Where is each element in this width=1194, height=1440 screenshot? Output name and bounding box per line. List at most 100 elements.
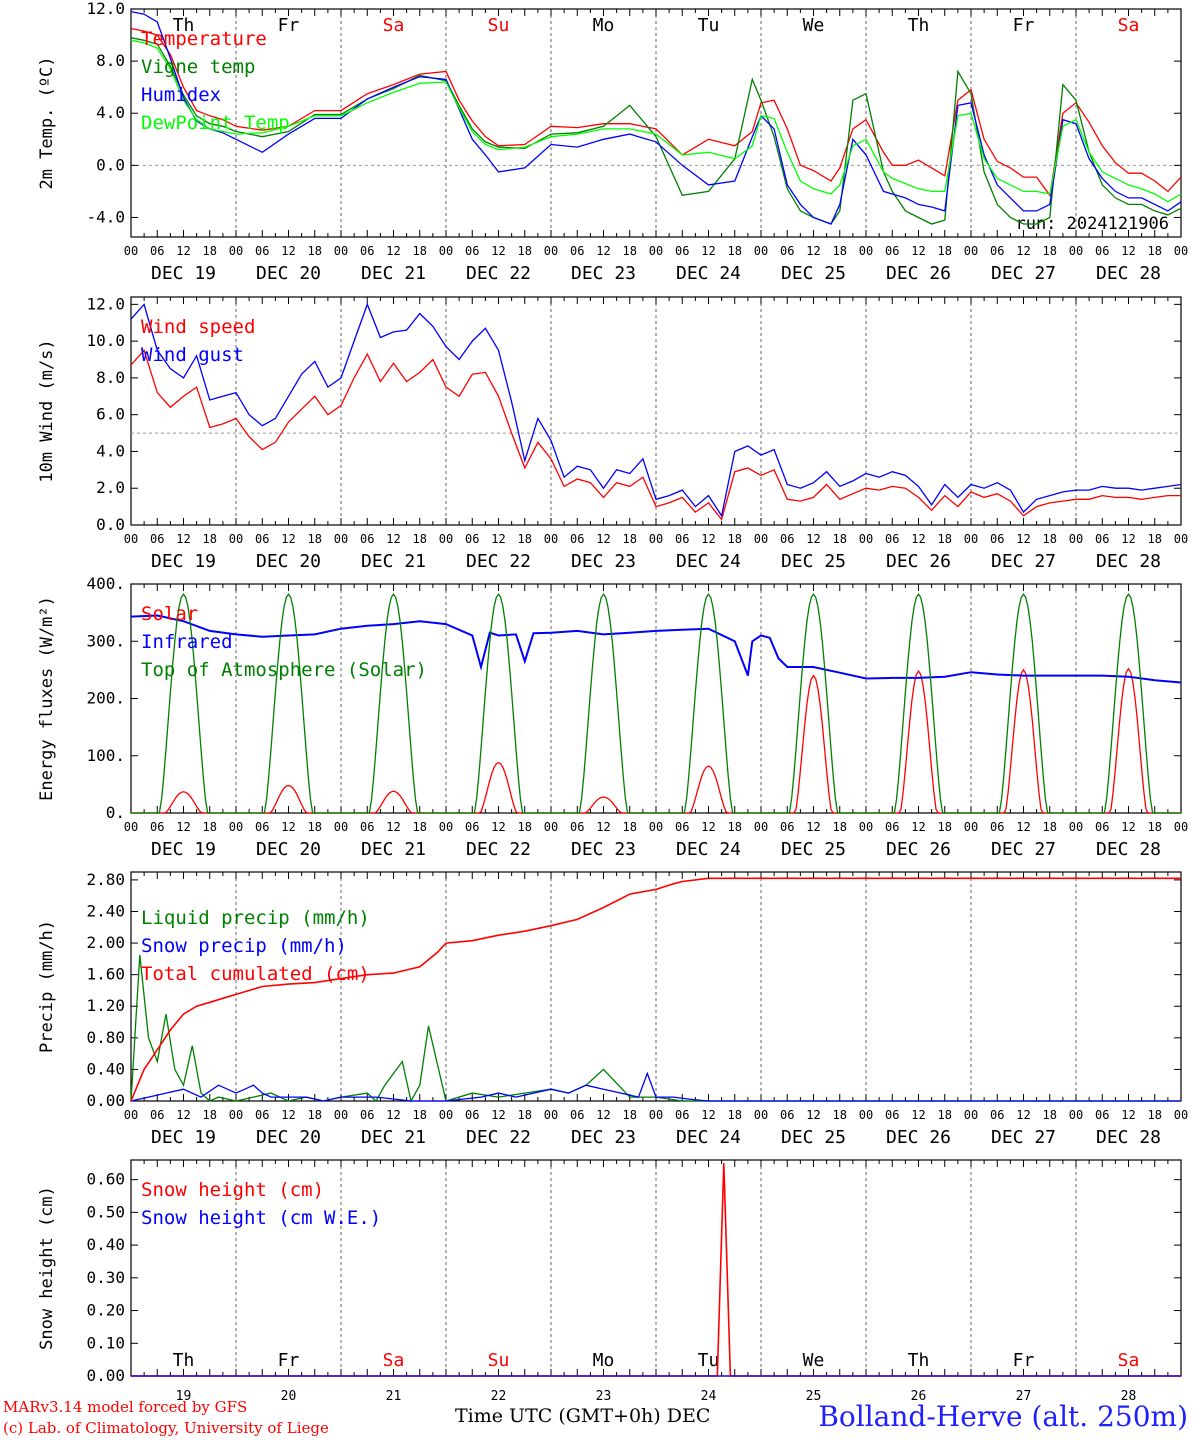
hour-tick-label: 00 xyxy=(649,532,663,546)
date-label: DEC 27 xyxy=(991,839,1056,860)
weekday-label: Fr xyxy=(1013,15,1035,36)
y-axis-label: Snow height (cm) xyxy=(37,1186,57,1350)
chart-panel-5: 0.60 0.50 0.40 0.30 0.20 0.10 0.00 Snow height … xyxy=(37,1159,1182,1404)
day-number-label: 24 xyxy=(701,1389,717,1404)
y-tick-label: 100. xyxy=(86,746,125,765)
weekday-label: Th xyxy=(173,15,195,36)
series-line-top-of-atmosphere-solar- xyxy=(131,593,1181,814)
hour-tick-label: 06 xyxy=(150,532,164,546)
hour-tick-label: 06 xyxy=(1095,244,1109,258)
y-axis-label: 2m Temp. (ºC) xyxy=(37,56,57,189)
date-label: DEC 19 xyxy=(151,839,216,860)
date-label: DEC 19 xyxy=(151,263,216,284)
hour-tick-label: 00 xyxy=(1069,532,1083,546)
hour-tick-label: 18 xyxy=(833,244,847,258)
y-tick-label: 2.00 xyxy=(86,933,125,952)
model-credit: MARv3.14 model forced by GFS xyxy=(3,1398,248,1416)
y-tick-label: 8.0 xyxy=(96,51,125,70)
hour-tick-label: 18 xyxy=(518,244,532,258)
hour-tick-label: 00 xyxy=(754,532,768,546)
y-tick-label: 12.0 xyxy=(86,0,125,18)
y-axis-label: 10m Wind (m/s) xyxy=(37,339,57,482)
hour-tick-label: 12 xyxy=(1016,820,1030,834)
legend-entry: Snow precip (mm/h) xyxy=(141,935,347,957)
date-label: DEC 21 xyxy=(361,839,426,860)
hour-tick-label: 06 xyxy=(990,532,1004,546)
hour-tick-label: 06 xyxy=(780,1108,794,1122)
hour-tick-label: 06 xyxy=(570,244,584,258)
date-label: DEC 27 xyxy=(991,551,1056,572)
hour-tick-label: 00 xyxy=(229,532,243,546)
date-label: DEC 19 xyxy=(151,1127,216,1148)
hour-tick-label: 12 xyxy=(596,1108,610,1122)
hour-tick-label: 18 xyxy=(413,244,427,258)
weekday-label: Th xyxy=(908,15,930,36)
hour-tick-label: 06 xyxy=(675,244,689,258)
hour-tick-label: 18 xyxy=(728,1108,742,1122)
hour-tick-label: 18 xyxy=(308,820,322,834)
hour-tick-label: 06 xyxy=(360,1108,374,1122)
hour-tick-label: 00 xyxy=(1174,820,1188,834)
hour-tick-label: 06 xyxy=(780,532,794,546)
hour-tick-label: 00 xyxy=(964,244,978,258)
hour-tick-label: 18 xyxy=(938,1108,952,1122)
legend-entry: Liquid precip (mm/h) xyxy=(141,907,370,929)
legend-entry: Total cumulated (cm) xyxy=(141,963,370,985)
hour-tick-label: 06 xyxy=(885,244,899,258)
run-annotation: run: 2024121906 xyxy=(1015,214,1169,234)
weekday-label: Sa xyxy=(1118,15,1140,36)
hour-tick-label: 00 xyxy=(124,820,138,834)
weekday-label: Mo xyxy=(593,15,615,36)
hour-tick-label: 00 xyxy=(859,244,873,258)
hour-tick-label: 12 xyxy=(281,532,295,546)
date-label: DEC 20 xyxy=(256,263,321,284)
y-tick-label: 0.40 xyxy=(86,1235,125,1254)
date-label: DEC 20 xyxy=(256,551,321,572)
weekday-label: Tu xyxy=(698,15,720,36)
y-tick-label: 8.0 xyxy=(96,368,125,387)
y-tick-label: 4.0 xyxy=(96,103,125,122)
date-label: DEC 20 xyxy=(256,1127,321,1148)
hour-tick-label: 00 xyxy=(964,532,978,546)
hour-tick-label: 18 xyxy=(1043,1108,1057,1122)
hour-tick-label: 18 xyxy=(728,244,742,258)
legend-entry: Snow height (cm) xyxy=(141,1179,324,1201)
weekday-label: Su xyxy=(488,15,510,36)
y-tick-label: 300. xyxy=(86,631,125,650)
hour-tick-label: 12 xyxy=(176,1108,190,1122)
date-label: DEC 22 xyxy=(466,839,531,860)
day-number-label: 23 xyxy=(596,1389,612,1404)
date-label: DEC 26 xyxy=(886,839,951,860)
hour-tick-label: 12 xyxy=(491,532,505,546)
legend-entry: Vigne temp xyxy=(141,56,255,78)
date-label: DEC 21 xyxy=(361,263,426,284)
hour-tick-label: 06 xyxy=(570,532,584,546)
hour-tick-label: 00 xyxy=(439,820,453,834)
weekday-label: Th xyxy=(173,1350,195,1371)
hour-tick-label: 18 xyxy=(623,1108,637,1122)
legend-entry: Temperature xyxy=(141,28,267,50)
y-tick-label: 400. xyxy=(86,574,125,593)
hour-tick-label: 06 xyxy=(465,532,479,546)
hour-tick-label: 12 xyxy=(701,820,715,834)
hour-tick-label: 00 xyxy=(124,532,138,546)
legend-entry: Top of Atmosphere (Solar) xyxy=(141,659,427,681)
hour-tick-label: 06 xyxy=(675,820,689,834)
y-tick-label: 0.40 xyxy=(86,1059,125,1078)
date-label: DEC 23 xyxy=(571,551,636,572)
weekday-label: Fr xyxy=(278,15,300,36)
hour-tick-label: 06 xyxy=(360,532,374,546)
hour-tick-label: 18 xyxy=(623,244,637,258)
series-line-snow-precip-mm-h- xyxy=(130,1071,1181,1102)
hour-tick-label: 00 xyxy=(859,1108,873,1122)
day-number-label: 19 xyxy=(176,1389,192,1404)
day-number-label: 27 xyxy=(1016,1389,1032,1404)
date-label: DEC 24 xyxy=(676,839,741,860)
hour-tick-label: 12 xyxy=(1121,1108,1135,1122)
y-tick-label: 2.80 xyxy=(86,870,125,889)
y-tick-label: 0.00 xyxy=(86,1366,125,1385)
hour-tick-label: 00 xyxy=(1069,1108,1083,1122)
hour-tick-label: 18 xyxy=(518,532,532,546)
hour-tick-label: 12 xyxy=(596,820,610,834)
y-tick-label: 0.80 xyxy=(86,1028,125,1047)
